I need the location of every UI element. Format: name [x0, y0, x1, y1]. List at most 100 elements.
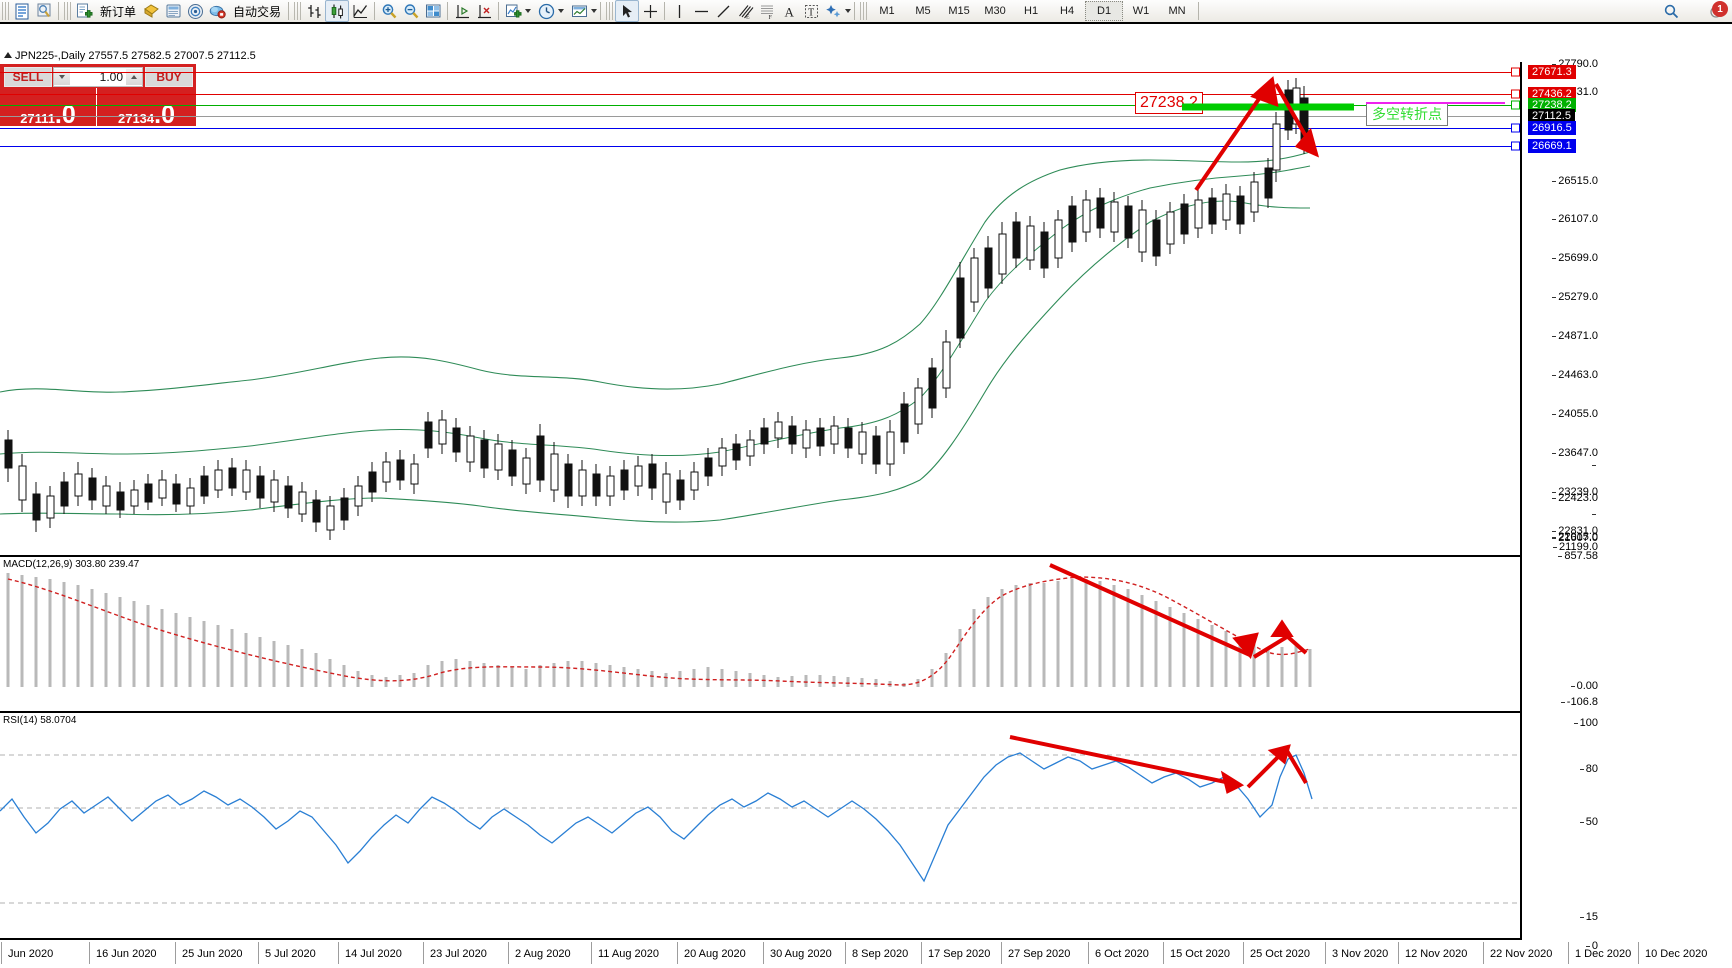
level-line-27436[interactable] — [0, 94, 1520, 95]
chart-shift-icon[interactable] — [451, 1, 473, 21]
price-pane[interactable]: 27238.2 多空转折点 — [0, 62, 1520, 551]
toolbar-grip-4[interactable] — [606, 2, 614, 20]
text-icon[interactable]: A — [778, 1, 800, 21]
date-label: 2 Aug 2020 — [508, 942, 571, 964]
macd-pane[interactable]: MACD(12,26,9) 303.80 239.47 — [0, 555, 1520, 709]
notification-badge[interactable]: 1 — [1712, 1, 1728, 17]
macd-label: MACD(12,26,9) 303.80 239.47 — [3, 559, 140, 570]
bollinger-middle-band — [0, 165, 1311, 457]
bollinger-lower-band — [0, 200, 1311, 523]
timeframe-h4[interactable]: H4 — [1060, 5, 1075, 17]
period-clock-icon[interactable] — [535, 1, 557, 21]
level-marker-26669[interactable] — [1511, 141, 1520, 151]
price-axis[interactable]: 27790.0 26515.0 26107.0 25699.0 25279.0 … — [1520, 58, 1732, 952]
price-tick: 25699.0 — [1552, 252, 1598, 264]
date-label: 30 Aug 2020 — [763, 942, 832, 964]
rsi-pane[interactable]: RSI(14) 58.0704 — [0, 711, 1520, 940]
level-line-27112[interactable] — [0, 116, 1520, 117]
macd-tick-zero: 0.00 — [1570, 680, 1598, 692]
price-chip-27238[interactable]: 27238.2 — [1528, 98, 1576, 112]
sell-price[interactable]: 27111.0 — [0, 88, 96, 128]
autotrading-icon[interactable] — [206, 1, 228, 21]
level-marker-27671[interactable] — [1511, 67, 1520, 77]
rsi-divergence-arrow — [1009, 735, 1308, 794]
level-marker-26916[interactable] — [1511, 123, 1520, 133]
new-order-icon[interactable] — [73, 1, 95, 21]
timeframe-m15[interactable]: M15 — [948, 5, 970, 17]
pending-order-icon[interactable] — [140, 1, 162, 21]
toolbar-separator-2 — [288, 2, 290, 20]
price-tick: 23647.0 — [1552, 447, 1598, 459]
zoom-out-icon[interactable] — [400, 1, 422, 21]
chart-collapse-icon[interactable] — [4, 52, 12, 58]
timeframe-w1[interactable]: W1 — [1132, 5, 1150, 17]
price-chip-27436[interactable]: 27436.2 — [1528, 87, 1576, 101]
market-watch-icon[interactable] — [11, 1, 33, 21]
timeframe-d1[interactable]: D1 — [1085, 1, 1124, 21]
level-marker-27436[interactable] — [1511, 89, 1520, 99]
level-line-27671[interactable] — [0, 72, 1520, 73]
timeframe-m1[interactable]: M1 — [879, 5, 895, 17]
timeframe-h1[interactable]: H1 — [1024, 5, 1039, 17]
horizontal-line-icon[interactable] — [690, 1, 712, 21]
search-icon[interactable] — [1660, 1, 1682, 21]
candlestick-chart-icon[interactable] — [325, 0, 350, 22]
line-chart-icon[interactable] — [349, 1, 371, 21]
trendline-icon[interactable] — [712, 1, 734, 21]
level-line-26916[interactable] — [0, 128, 1520, 129]
equidistant-channel-icon[interactable]: E — [734, 1, 756, 21]
timeframe-mn[interactable]: MN — [1168, 5, 1186, 17]
price-tick: 24871.0 — [1552, 330, 1598, 342]
toolbar-separator-8 — [854, 2, 856, 20]
period-dropdown-caret[interactable] — [558, 9, 565, 13]
turning-point-label[interactable]: 多空转折点 — [1366, 102, 1448, 126]
date-label: 1 Dec 2020 — [1567, 942, 1632, 964]
toolbar-grip-2[interactable] — [64, 2, 71, 20]
date-label: 15 Oct 2020 — [1163, 942, 1230, 964]
new-order-label[interactable]: 新订单 — [100, 4, 137, 19]
timeframe-m5[interactable]: M5 — [915, 5, 931, 17]
cursor-icon[interactable] — [615, 0, 640, 22]
shapes-dropdown-caret[interactable] — [845, 9, 852, 13]
templates-dropdown-caret[interactable] — [591, 9, 598, 13]
templates-icon[interactable] — [568, 1, 590, 21]
signal-icon[interactable] — [184, 1, 206, 21]
toolbar-grip-5[interactable] — [860, 2, 868, 20]
toolbar-grip-3[interactable] — [294, 2, 302, 20]
price-tick: 24463.0 — [1552, 369, 1598, 381]
date-label: 17 Sep 2020 — [920, 942, 991, 964]
rsi-line — [0, 752, 1313, 883]
tile-windows-icon[interactable] — [422, 1, 444, 21]
zoom-in-icon[interactable] — [378, 1, 400, 21]
price-chip-27671[interactable]: 27671.3 — [1528, 65, 1576, 79]
level-marker-27238[interactable] — [1511, 100, 1520, 110]
level-line-27238[interactable] — [0, 105, 1520, 106]
price-tick: 25279.0 — [1552, 291, 1598, 303]
price-tick-21199: 21199.0 — [1553, 541, 1598, 553]
volume-increment-button[interactable] — [126, 69, 142, 85]
terminal-icon[interactable] — [162, 1, 184, 21]
date-label: 3 Nov 2020 — [1324, 942, 1389, 964]
crosshair-icon[interactable] — [639, 1, 661, 21]
shapes-icon[interactable] — [822, 1, 844, 21]
level-line-26669[interactable] — [0, 146, 1520, 147]
toolbar-grip[interactable] — [2, 2, 9, 20]
add-indicator-icon[interactable] — [502, 1, 524, 21]
timeframe-m30[interactable]: M30 — [984, 5, 1006, 17]
volume-decrement-button[interactable] — [54, 69, 70, 85]
price-chip-26916[interactable]: 26916.5 — [1528, 121, 1576, 135]
indicator-dropdown-caret[interactable] — [525, 9, 532, 13]
text-label-icon[interactable]: T — [800, 1, 822, 21]
autotrading-label[interactable]: 自动交易 — [233, 4, 282, 19]
price-chip-current[interactable]: 27112.5 — [1528, 109, 1575, 123]
chart-window: JPN225-,Daily 27557.5 27582.5 27007.5 27… — [0, 22, 1732, 964]
bar-chart-icon[interactable] — [303, 1, 325, 21]
vertical-line-icon[interactable] — [668, 1, 690, 21]
fibonacci-icon[interactable]: F — [756, 1, 778, 21]
data-window-icon[interactable] — [33, 1, 55, 21]
auto-scroll-icon[interactable] — [473, 1, 495, 21]
volume-value[interactable]: 1.00 — [99, 70, 123, 84]
buy-price[interactable]: 27134.0 — [97, 88, 196, 128]
bollinger-upper-band — [0, 151, 1311, 393]
price-chip-26669[interactable]: 26669.1 — [1528, 139, 1576, 153]
